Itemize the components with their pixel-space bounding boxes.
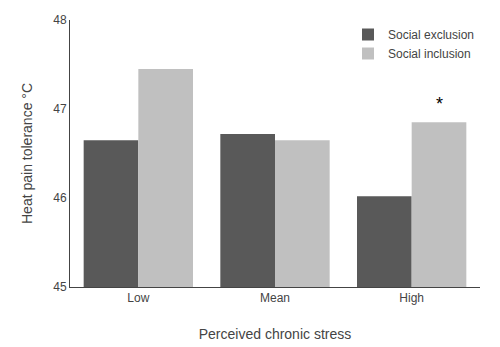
svg-text:Social inclusion: Social inclusion — [388, 47, 471, 61]
svg-text:Low: Low — [127, 291, 149, 305]
svg-text:Perceived chronic stress: Perceived chronic stress — [199, 326, 352, 342]
svg-text:Social exclusion: Social exclusion — [388, 28, 474, 42]
svg-text:Heat pain tolerance °C: Heat pain tolerance °C — [19, 83, 35, 224]
svg-text:45: 45 — [53, 280, 67, 294]
svg-text:47: 47 — [53, 102, 67, 116]
svg-text:*: * — [436, 94, 443, 114]
svg-text:High: High — [399, 291, 424, 305]
svg-text:46: 46 — [53, 191, 67, 205]
svg-text:Mean: Mean — [260, 291, 290, 305]
svg-text:48: 48 — [53, 13, 67, 27]
